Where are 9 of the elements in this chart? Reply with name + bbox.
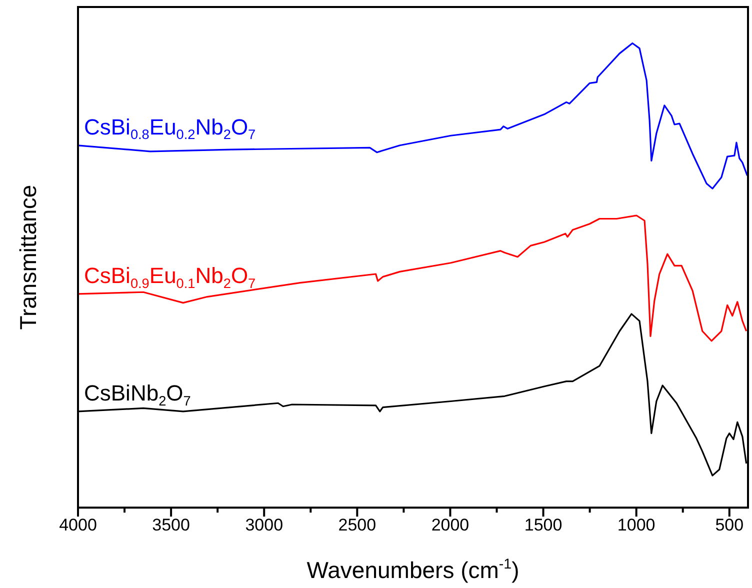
x-tick-label: 3500 [152, 515, 190, 534]
y-axis-title: Transmittance [15, 184, 41, 330]
x-tick-label: 2500 [338, 515, 376, 534]
x-tick-label: 1000 [617, 515, 656, 534]
x-tick-label: 3000 [245, 515, 284, 534]
x-tick-label: 2000 [431, 515, 470, 534]
x-tick-label: 500 [715, 515, 744, 534]
x-tick-label: 4000 [59, 515, 97, 534]
x-tick-label: 1500 [524, 515, 562, 534]
